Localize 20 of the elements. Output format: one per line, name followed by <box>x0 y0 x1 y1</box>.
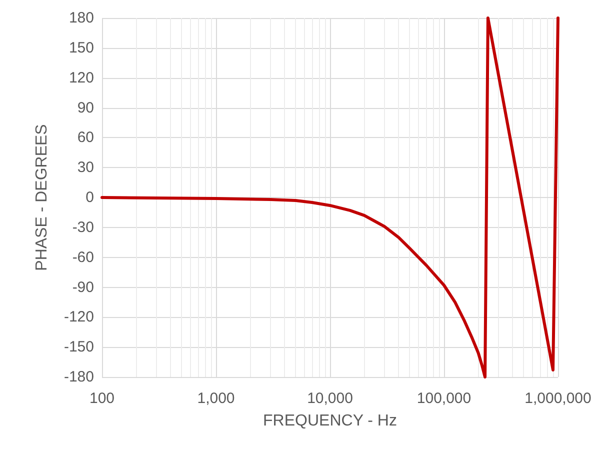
y-tick-label: 30 <box>77 159 94 176</box>
y-tick-label: -90 <box>72 278 94 296</box>
y-tick-label: -180 <box>64 368 94 386</box>
x-tick-label: 100 <box>89 390 115 407</box>
y-axis-title: PHASE - DEGREES <box>34 124 50 271</box>
x-tick-label: 1,000,000 <box>524 390 592 407</box>
y-tick-label: 120 <box>68 69 94 86</box>
y-tick-label: 90 <box>77 99 94 116</box>
y-tick-label: -60 <box>72 248 94 266</box>
x-tick-label: 100,000 <box>416 390 472 407</box>
y-tick-label: -150 <box>64 338 94 356</box>
y-tick-label: 0 <box>86 189 94 206</box>
y-tick-label: -30 <box>72 218 94 236</box>
y-tick-label: 180 <box>68 10 94 26</box>
y-tick-label: 150 <box>68 39 94 56</box>
x-tick-label: 10,000 <box>307 390 353 407</box>
y-tick-label: 60 <box>77 129 94 146</box>
y-tick-label: -120 <box>64 308 94 326</box>
x-tick-label: 1,000 <box>197 390 235 407</box>
x-axis-title: FREQUENCY - Hz <box>263 412 397 430</box>
